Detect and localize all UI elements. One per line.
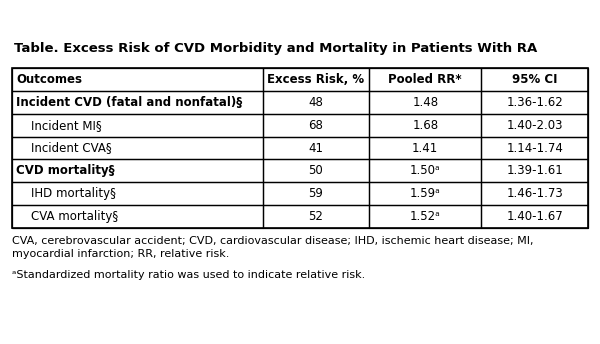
Text: 1.39-1.61: 1.39-1.61 (506, 164, 563, 178)
Text: 1.48: 1.48 (412, 96, 439, 109)
Bar (481, 114, 588, 137)
Text: 1.59ᵃ: 1.59ᵃ (410, 187, 440, 200)
Text: 1.41: 1.41 (412, 141, 439, 154)
Text: Pooled RR*: Pooled RR* (388, 73, 462, 86)
Bar (369, 182, 481, 205)
Bar (12, 182, 263, 205)
Bar (263, 159, 369, 182)
Text: 1.14-1.74: 1.14-1.74 (506, 141, 563, 154)
Bar (12, 68, 263, 91)
Bar (263, 114, 369, 137)
Text: 50: 50 (308, 164, 323, 178)
Bar (369, 114, 481, 137)
Bar (481, 205, 588, 228)
Bar (263, 91, 369, 114)
Bar (481, 68, 588, 91)
Bar (12, 68, 588, 228)
Text: 48: 48 (308, 96, 323, 109)
Text: IHD mortality§: IHD mortality§ (16, 187, 116, 200)
Bar (12, 114, 263, 137)
Text: 1.40-2.03: 1.40-2.03 (506, 119, 563, 132)
Bar (481, 91, 588, 114)
Text: ᵃStandardized mortality ratio was used to indicate relative risk.: ᵃStandardized mortality ratio was used t… (12, 270, 365, 280)
Text: 1.40-1.67: 1.40-1.67 (506, 210, 563, 223)
Text: 41: 41 (308, 141, 323, 154)
Bar (12, 91, 263, 114)
Text: 1.68: 1.68 (412, 119, 439, 132)
Bar (369, 137, 481, 159)
Text: Table. Excess Risk of CVD Morbidity and Mortality in Patients With RA: Table. Excess Risk of CVD Morbidity and … (14, 42, 537, 55)
Bar (12, 205, 263, 228)
Text: 59: 59 (308, 187, 323, 200)
Bar (12, 137, 263, 159)
Text: CVD mortality§: CVD mortality§ (16, 164, 115, 178)
Bar (481, 137, 588, 159)
Bar (12, 159, 263, 182)
Text: CVA, cerebrovascular accident; CVD, cardiovascular disease; IHD, ischemic heart : CVA, cerebrovascular accident; CVD, card… (12, 236, 533, 259)
Bar (481, 159, 588, 182)
Text: Incident CVD (fatal and nonfatal)§: Incident CVD (fatal and nonfatal)§ (16, 96, 242, 109)
Text: 1.46-1.73: 1.46-1.73 (506, 187, 563, 200)
Bar (369, 205, 481, 228)
Text: Incident CVA§: Incident CVA§ (16, 141, 112, 154)
Text: 68: 68 (308, 119, 323, 132)
Text: Outcomes: Outcomes (16, 73, 82, 86)
Bar (263, 182, 369, 205)
Bar (263, 68, 369, 91)
Text: 52: 52 (308, 210, 323, 223)
Bar (263, 205, 369, 228)
Text: 1.36-1.62: 1.36-1.62 (506, 96, 563, 109)
Bar (369, 68, 481, 91)
Bar (369, 159, 481, 182)
Text: Incident MI§: Incident MI§ (16, 119, 101, 132)
Text: 1.52ᵃ: 1.52ᵃ (410, 210, 440, 223)
Text: 1.50ᵃ: 1.50ᵃ (410, 164, 440, 178)
Text: Excess Risk, %: Excess Risk, % (267, 73, 364, 86)
Text: CVA mortality§: CVA mortality§ (16, 210, 118, 223)
Bar (263, 137, 369, 159)
Text: 95% CI: 95% CI (512, 73, 557, 86)
Bar (481, 182, 588, 205)
Bar (369, 91, 481, 114)
